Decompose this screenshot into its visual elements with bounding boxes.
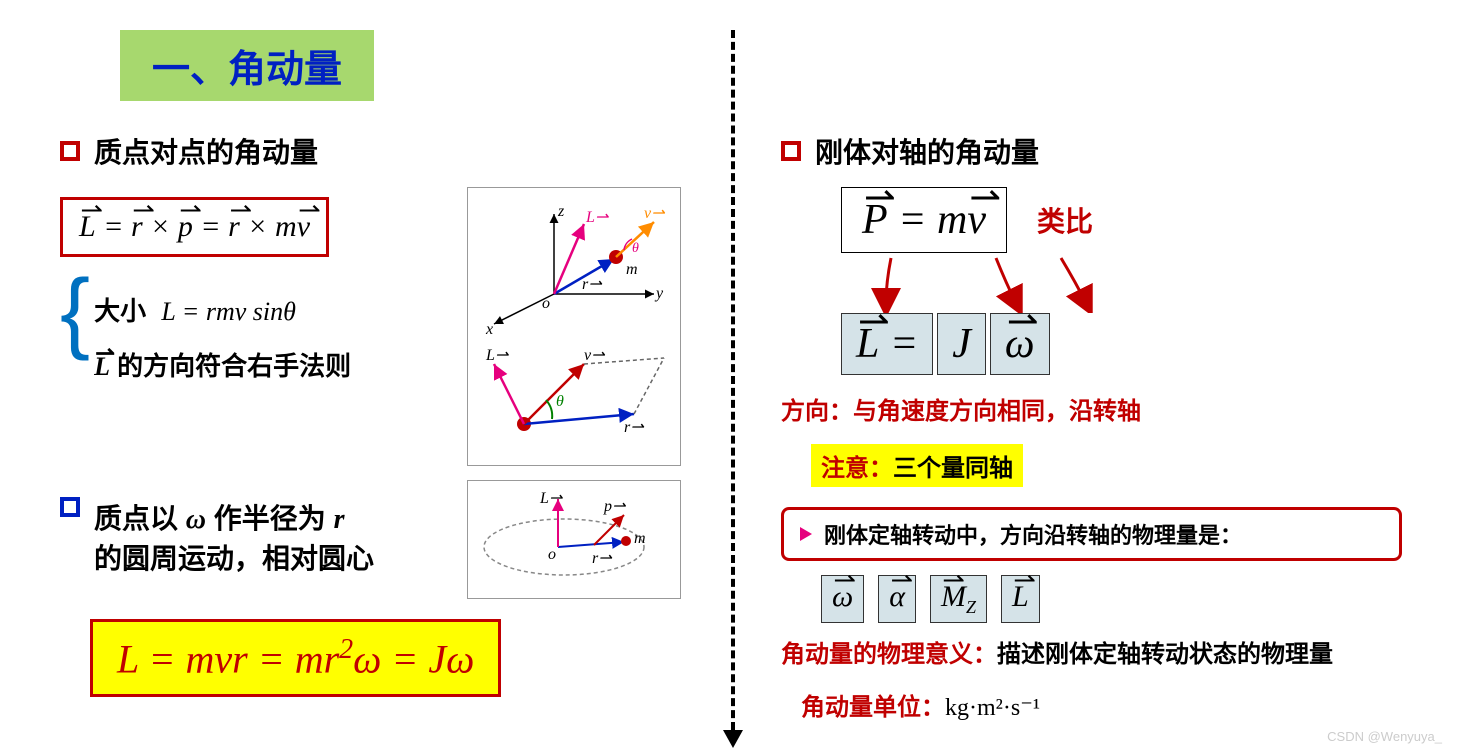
- heading-rigid: 刚体对轴的角动量: [781, 131, 1402, 171]
- svg-text:θ: θ: [632, 241, 639, 256]
- column-divider: [731, 30, 735, 730]
- svg-text:v⇀: v⇀: [584, 347, 605, 364]
- attention-note: 注意：三个量同轴: [811, 444, 1023, 487]
- svg-text:r⇀: r⇀: [582, 276, 602, 293]
- svg-text:r⇀: r⇀: [592, 550, 612, 567]
- svg-text:θ: θ: [556, 393, 564, 410]
- svg-text:L⇀: L⇀: [485, 347, 509, 364]
- svg-text:x: x: [485, 321, 493, 338]
- right-column: 刚体对轴的角动量 P = mv 类比 L = J ω 方向：与角速度方向相同，沿…: [741, 121, 1402, 722]
- unit-line: 角动量单位：kg·m²·s⁻¹: [801, 687, 1402, 722]
- callout-box: 刚体定轴转动中，方向沿转轴的物理量是：: [781, 507, 1402, 561]
- direction-line: L 的方向符合右手法则: [94, 346, 351, 383]
- svg-text:o: o: [542, 295, 550, 312]
- brace-icon: {: [60, 285, 90, 339]
- svg-text:v⇀: v⇀: [644, 205, 665, 222]
- svg-text:z: z: [557, 203, 565, 220]
- left-column: 质点对点的角动量 L = r × p = r × mv { 大小 L = rmv…: [60, 121, 681, 722]
- svg-text:L⇀: L⇀: [585, 209, 609, 226]
- section-title: 一、角动量: [120, 30, 374, 101]
- bullet-icon: [60, 141, 80, 161]
- svg-text:L⇀: L⇀: [539, 490, 563, 507]
- formula-L-J-omega: L = J ω: [841, 313, 1402, 375]
- chevron-icon: [800, 527, 812, 541]
- analogy-label: 类比: [1037, 200, 1093, 240]
- bullet-icon: [60, 497, 80, 517]
- watermark: CSDN @Wenyuya_: [1327, 729, 1442, 744]
- formula-L-cross: L = r × p = r × mv: [60, 197, 329, 257]
- svg-text:r⇀: r⇀: [624, 419, 644, 436]
- formula-J-omega: L = mvr = mr2ω = Jω: [90, 619, 501, 697]
- direction-note: 方向：与角速度方向相同，沿转轴: [781, 391, 1402, 426]
- svg-text:m: m: [626, 261, 638, 278]
- physical-meaning: 角动量的物理意义：描述刚体定轴转动状态的物理量: [781, 637, 1402, 673]
- formula-P-mv: P = mv: [841, 187, 1007, 253]
- magnitude-line: 大小 L = rmv sinθ: [94, 291, 351, 328]
- heading-circular: 质点以 ω 作半径为 r 的圆周运动，相对圆心: [60, 497, 447, 577]
- svg-text:y: y: [654, 285, 664, 302]
- svg-text:p⇀: p⇀: [603, 498, 626, 515]
- quantity-list: ω α MZ L: [821, 575, 1402, 623]
- diagram-circular: o r⇀ m L⇀ p⇀: [467, 480, 681, 599]
- svg-text:o: o: [548, 546, 556, 563]
- bullet-icon: [781, 141, 801, 161]
- svg-text:m: m: [634, 530, 646, 547]
- diagram-3d-axes: z y x o r⇀ m v⇀ L⇀ θ: [467, 187, 681, 466]
- heading-particle: 质点对点的角动量: [60, 131, 681, 171]
